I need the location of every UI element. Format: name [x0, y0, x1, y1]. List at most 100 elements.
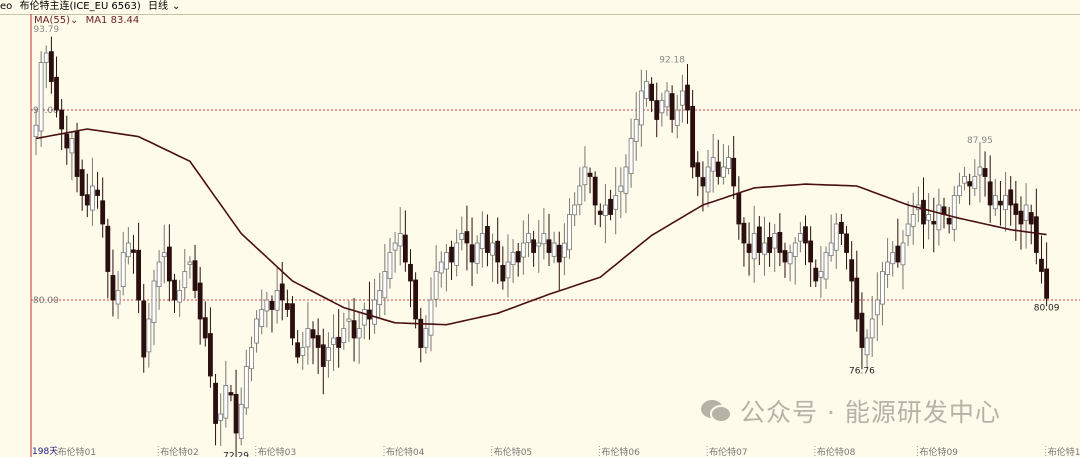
- chevron-down-icon: ⌄: [171, 1, 181, 12]
- price-annotation: 80.09: [1034, 303, 1060, 313]
- candle: [54, 76, 59, 111]
- candle: [505, 261, 511, 279]
- candle: [854, 277, 860, 320]
- candle: [787, 252, 793, 265]
- candle: [520, 242, 526, 258]
- candle: [700, 177, 706, 187]
- candle: [792, 242, 798, 257]
- candle: [454, 242, 460, 266]
- candle: [905, 223, 911, 237]
- candle: [977, 166, 983, 176]
- candle: [418, 318, 424, 348]
- candle: [957, 185, 962, 197]
- x-tick-label: 布伦特05: [494, 446, 532, 457]
- candle: [874, 299, 880, 316]
- candle: [649, 83, 654, 101]
- period-selector[interactable]: 日线 ⌄: [148, 1, 184, 12]
- candle: [382, 271, 388, 299]
- candle: [597, 210, 603, 215]
- candle: [962, 176, 967, 184]
- candle: [715, 161, 721, 177]
- candle: [336, 336, 342, 348]
- candle: [402, 234, 408, 263]
- candle: [279, 283, 285, 301]
- candle: [1018, 210, 1024, 225]
- candle: [166, 246, 172, 282]
- candle: [469, 244, 475, 263]
- candle: [998, 200, 1003, 206]
- candle: [823, 252, 829, 280]
- candle: [182, 271, 188, 289]
- candle: [192, 260, 198, 291]
- candle: [777, 231, 783, 253]
- candle: [156, 261, 162, 287]
- candle: [90, 185, 95, 211]
- candle: [890, 252, 896, 265]
- candle: [608, 198, 613, 215]
- candle: [613, 195, 619, 210]
- candle: [59, 109, 65, 130]
- candle: [79, 169, 85, 196]
- candle: [679, 90, 685, 106]
- candle: [736, 192, 742, 225]
- candle: [449, 246, 454, 263]
- candle: [43, 52, 49, 63]
- header-prefix: eo: [0, 1, 13, 12]
- candle: [161, 252, 167, 257]
- candle: [187, 261, 193, 265]
- candle: [659, 100, 665, 114]
- candle: [726, 157, 731, 169]
- candle: [151, 280, 157, 323]
- candle: [443, 252, 449, 270]
- candle: [705, 166, 711, 193]
- candle: [592, 176, 598, 206]
- candle: [500, 264, 506, 282]
- price-annotation: 93.79: [33, 25, 59, 35]
- ma-legend: MA(55)⌄ MA1 83.44: [34, 15, 139, 27]
- candle: [644, 81, 649, 99]
- candle: [238, 404, 244, 439]
- x-tick-label: 布伦特06: [601, 446, 640, 457]
- candle: [859, 312, 865, 348]
- x-tick-label: 布伦特03: [258, 446, 296, 457]
- candle: [839, 221, 844, 234]
- candle: [397, 233, 403, 247]
- candle: [551, 242, 557, 257]
- day-count-label: 198天: [32, 447, 58, 457]
- candle: [803, 226, 808, 244]
- candle: [315, 335, 321, 348]
- candle: [1008, 189, 1014, 206]
- candle: [638, 90, 644, 126]
- ma-selector[interactable]: MA(55)⌄: [34, 15, 79, 26]
- candle: [274, 290, 280, 311]
- x-tick-label: 布伦特07: [709, 446, 747, 457]
- candle: [136, 249, 142, 301]
- candle: [900, 242, 906, 266]
- candle: [105, 225, 111, 272]
- candle: [38, 62, 44, 132]
- candle: [618, 185, 624, 193]
- candle: [685, 84, 690, 111]
- candle: [300, 347, 306, 356]
- candle: [992, 195, 998, 210]
- candle: [269, 300, 275, 310]
- price-annotation: 87.95: [967, 136, 993, 146]
- chart-header: eo 布伦特主连(ICE_EU 6563) 日线 ⌄: [0, 0, 1080, 15]
- candle: [880, 271, 885, 305]
- candle: [392, 242, 398, 251]
- candle: [828, 242, 834, 257]
- candle: [603, 204, 608, 216]
- y-tick-label: 90.00: [33, 106, 59, 116]
- x-tick-label: 布伦特10: [1048, 446, 1080, 457]
- candle: [572, 204, 578, 216]
- candle: [377, 290, 383, 305]
- candle: [833, 223, 839, 251]
- candle: [284, 303, 290, 310]
- candle: [438, 261, 444, 274]
- x-tick-label: 布伦特04: [386, 446, 425, 457]
- candle: [844, 233, 849, 253]
- candle: [177, 290, 183, 303]
- candle: [767, 237, 772, 253]
